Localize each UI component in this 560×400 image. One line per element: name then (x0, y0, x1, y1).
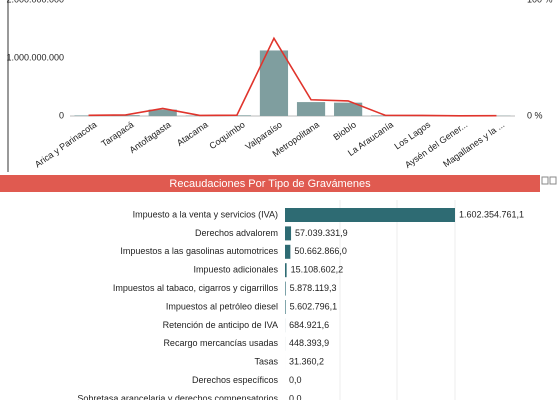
bar (296, 102, 326, 116)
category-label: Tasas (254, 357, 278, 367)
chart-title: Recaudaciones Por Tipo de Gravámenes (169, 178, 371, 190)
x-tick-label: Magallanes y la ... (441, 119, 506, 169)
value-label: 5.602.796,1 (290, 301, 338, 311)
focus-icon[interactable] (549, 176, 557, 185)
bar (285, 300, 286, 314)
category-label: Impuestos al tabaco, cigarros y cigarril… (113, 283, 279, 293)
value-label: 50.662.866,0 (294, 246, 347, 256)
value-label: 684.921,6 (289, 320, 329, 330)
value-label: 15.108.602,2 (291, 265, 344, 275)
category-label: Sobretasa arancelaria y derechos compens… (77, 393, 278, 400)
y2-tick-label: 0 % (527, 110, 543, 120)
y-tick-label: 2.000.000.000 (6, 0, 64, 4)
filter-icon[interactable] (541, 176, 549, 185)
value-label: 31.360,2 (289, 357, 324, 367)
category-label: Retención de anticipo de IVA (163, 320, 278, 330)
y-tick-label: 0 (59, 110, 64, 120)
bar (285, 208, 455, 222)
y-tick-label: 1.000.000.000 (6, 52, 64, 62)
category-label: Impuesto a la venta y servicios (IVA) (133, 209, 278, 219)
x-tick-label: Coquimbo (207, 119, 246, 151)
bar (285, 281, 286, 296)
bar (285, 263, 287, 278)
x-tick-label: Arica y Parinacota (33, 119, 99, 169)
category-label: Impuesto adicionales (193, 265, 278, 275)
bar (285, 244, 291, 259)
x-tick-label: Antofagasta (128, 119, 173, 155)
x-tick-label: Atacama (175, 119, 210, 148)
x-tick-label: Biobío (331, 119, 358, 142)
value-label: 57.039.331,9 (295, 228, 348, 238)
bar (285, 226, 292, 241)
bar (259, 50, 289, 116)
x-tick-label: Aysén del Gener... (403, 119, 469, 170)
bar (334, 102, 363, 116)
value-label: 0,0 (289, 375, 302, 385)
value-label: 0,0 (289, 393, 302, 400)
bar (74, 115, 103, 116)
header-bar (0, 175, 540, 192)
category-label: Derechos específicos (192, 375, 279, 385)
category-label: Impuestos a las gasolinas automotrices (120, 246, 278, 256)
category-label: Impuestos al petróleo diesel (166, 301, 278, 311)
value-label: 1.602.354.761,1 (459, 209, 524, 219)
value-label: 5.878.119,3 (290, 283, 337, 293)
value-label: 448.393,9 (289, 338, 329, 348)
line (88, 36, 497, 117)
bar (148, 109, 177, 116)
category-label: Recargo mercancías usadas (163, 338, 278, 348)
category-label: Derechos advalorem (195, 228, 278, 238)
y2-tick-label: 100 % (527, 0, 553, 4)
